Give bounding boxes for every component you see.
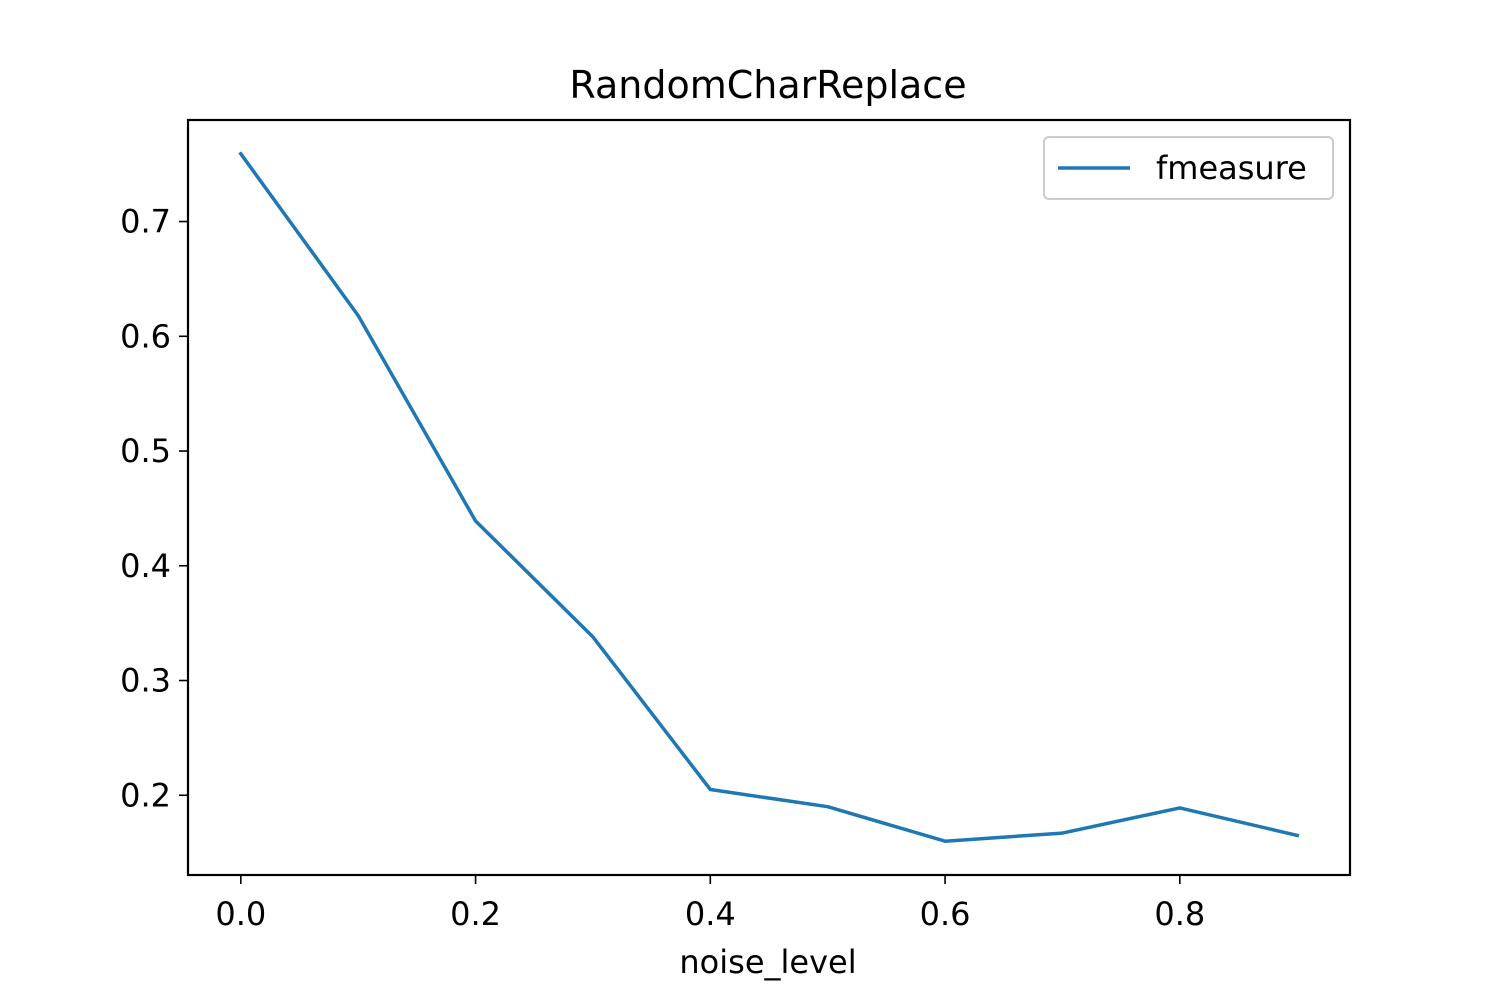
x-tick-label: 0.2 [450, 895, 501, 933]
legend: fmeasure [1043, 136, 1334, 200]
axes-frame [186, 118, 1352, 877]
chart-title: RandomCharReplace [569, 63, 966, 107]
x-tick-label: 0.0 [215, 895, 266, 933]
legend-label: fmeasure [1156, 149, 1307, 187]
x-axis-label: noise_level [679, 943, 856, 981]
x-tick-label: 0.6 [920, 895, 971, 933]
y-tick-label: 0.3 [120, 662, 171, 700]
y-tick-label: 0.4 [120, 547, 171, 585]
legend-frame [1043, 136, 1334, 200]
x-tick-label: 0.8 [1154, 895, 1205, 933]
y-tick-label: 0.6 [120, 317, 171, 355]
series-line-fmeasure [238, 151, 1300, 843]
y-tick-label: 0.5 [120, 432, 171, 470]
y-tick-label: 0.2 [120, 776, 171, 814]
y-tick-label: 0.7 [120, 203, 171, 241]
x-tick-label: 0.4 [685, 895, 736, 933]
plot-area: 0.0 0.2 0.4 0.6 0.8 0.2 0.3 0.4 0.5 0.6 0.7 [120, 118, 1352, 933]
